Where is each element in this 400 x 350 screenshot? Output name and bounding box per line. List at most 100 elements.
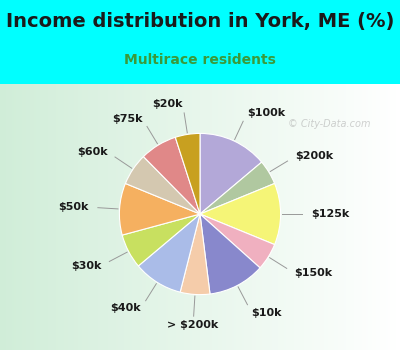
Bar: [104, 84, 106, 350]
Bar: [310, 84, 312, 350]
Wedge shape: [200, 183, 281, 245]
Bar: [60, 84, 62, 350]
Bar: [238, 84, 240, 350]
Bar: [334, 84, 336, 350]
Bar: [54, 84, 56, 350]
Bar: [46, 84, 48, 350]
Bar: [190, 84, 192, 350]
Bar: [6, 84, 8, 350]
Bar: [338, 84, 340, 350]
Bar: [182, 84, 184, 350]
Bar: [348, 84, 350, 350]
Bar: [336, 84, 338, 350]
Bar: [72, 84, 74, 350]
Bar: [50, 84, 52, 350]
Wedge shape: [180, 214, 210, 295]
Bar: [32, 84, 34, 350]
Bar: [234, 84, 236, 350]
Text: $40k: $40k: [110, 303, 141, 313]
Bar: [354, 84, 356, 350]
Wedge shape: [144, 137, 200, 214]
Bar: [222, 84, 224, 350]
Text: $150k: $150k: [294, 268, 332, 278]
Bar: [262, 84, 264, 350]
Bar: [364, 84, 366, 350]
Bar: [88, 84, 90, 350]
Bar: [166, 84, 168, 350]
Bar: [340, 84, 342, 350]
Bar: [392, 84, 394, 350]
Bar: [274, 84, 276, 350]
Bar: [304, 84, 306, 350]
Bar: [254, 84, 256, 350]
Bar: [116, 84, 118, 350]
Bar: [66, 84, 68, 350]
Bar: [126, 84, 128, 350]
Bar: [52, 84, 54, 350]
Bar: [122, 84, 124, 350]
Bar: [18, 84, 20, 350]
Bar: [78, 84, 80, 350]
Bar: [186, 84, 188, 350]
Bar: [2, 84, 4, 350]
Bar: [324, 84, 326, 350]
Bar: [278, 84, 280, 350]
Bar: [314, 84, 316, 350]
Bar: [386, 84, 388, 350]
Bar: [84, 84, 86, 350]
Bar: [316, 84, 318, 350]
Bar: [368, 84, 370, 350]
Bar: [24, 84, 26, 350]
Bar: [358, 84, 360, 350]
Bar: [36, 84, 38, 350]
Bar: [360, 84, 362, 350]
Bar: [164, 84, 166, 350]
Bar: [136, 84, 138, 350]
Bar: [300, 84, 302, 350]
Bar: [92, 84, 94, 350]
Bar: [294, 84, 296, 350]
Bar: [62, 84, 64, 350]
Bar: [128, 84, 130, 350]
Bar: [146, 84, 148, 350]
Bar: [272, 84, 274, 350]
Bar: [312, 84, 314, 350]
Bar: [382, 84, 384, 350]
Bar: [224, 84, 226, 350]
Bar: [344, 84, 346, 350]
Bar: [38, 84, 40, 350]
Bar: [140, 84, 142, 350]
Bar: [378, 84, 380, 350]
Bar: [206, 84, 208, 350]
Bar: [144, 84, 146, 350]
Bar: [198, 84, 200, 350]
Bar: [26, 84, 28, 350]
Bar: [80, 84, 82, 350]
Bar: [260, 84, 262, 350]
Bar: [396, 84, 398, 350]
Bar: [86, 84, 88, 350]
Text: > $200k: > $200k: [168, 320, 219, 330]
Bar: [250, 84, 252, 350]
Wedge shape: [200, 162, 274, 214]
Bar: [56, 84, 58, 350]
Bar: [132, 84, 134, 350]
Bar: [372, 84, 374, 350]
Bar: [214, 84, 216, 350]
Bar: [138, 84, 140, 350]
Bar: [28, 84, 30, 350]
Bar: [266, 84, 268, 350]
Bar: [124, 84, 126, 350]
Bar: [176, 84, 178, 350]
Bar: [134, 84, 136, 350]
Bar: [48, 84, 50, 350]
Bar: [330, 84, 332, 350]
Text: $60k: $60k: [77, 147, 108, 157]
Bar: [14, 84, 16, 350]
Bar: [282, 84, 284, 350]
Bar: [370, 84, 372, 350]
Bar: [252, 84, 254, 350]
Bar: [220, 84, 222, 350]
Bar: [152, 84, 154, 350]
Bar: [100, 84, 102, 350]
